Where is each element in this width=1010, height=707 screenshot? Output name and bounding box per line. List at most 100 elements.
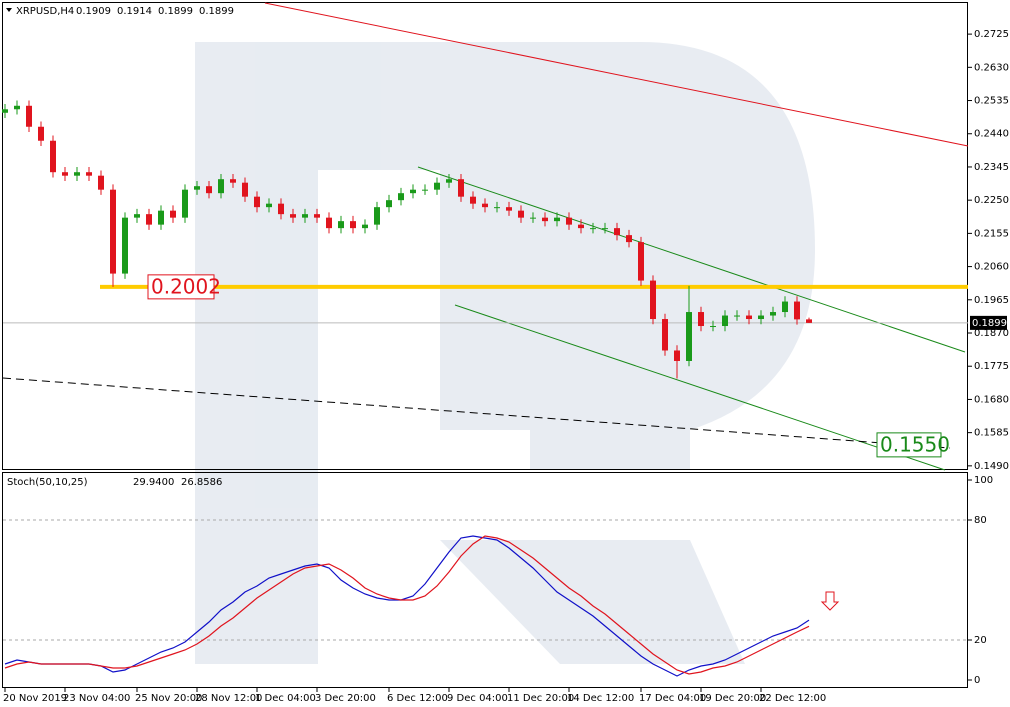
candle-body [470,196,476,204]
candle-body [758,315,764,320]
x-tick-label: 9 Dec 04:00 [447,693,508,704]
dashed-trend [2,377,951,449]
candle-body [806,319,812,323]
header-high: 0.1914 [117,6,152,17]
x-tick-label: 6 Dec 12:00 [387,693,448,704]
y-tick-label: 0.2630 [974,62,1009,73]
candle-body [374,207,380,225]
down-arrow [820,591,840,611]
y-tick-label: 0.2345 [974,162,1009,173]
y-tick-label: 0.1965 [974,295,1009,306]
candle-body [446,179,452,183]
stoch-panel [2,472,968,688]
y-tick-label: 0.2440 [974,129,1009,140]
candle-body [362,224,368,229]
symbol: XRPUSD,H4 [16,6,74,17]
y-tick-label: 0.1585 [974,428,1009,439]
watermark-bar [195,42,318,664]
y-tick-label: 0.2155 [974,228,1009,239]
candle-body [554,217,560,222]
price-box [970,315,1007,330]
candle-body [110,189,116,274]
stoch-main-last: 29.9400 [133,477,174,488]
header-low: 0.1899 [158,6,193,17]
candle-body [458,179,464,197]
candle-body [386,200,392,208]
candle-body [434,182,440,190]
candle-body [146,214,152,225]
y-tick-label: 0.2060 [974,262,1009,273]
candle-body [662,319,668,351]
y-tick-label: 0.2535 [974,96,1009,107]
candle-body [746,315,752,320]
candle-body [26,105,32,127]
candle-body [422,189,428,191]
candle-body [86,172,92,176]
candle-body [14,105,20,110]
support-label: 0.2002 [151,274,221,298]
candle-body [770,312,776,316]
candle-body [254,196,260,208]
candle-body [722,315,728,327]
candle-body [314,214,320,218]
stoch-title: Stoch(50,10,25) [7,477,88,488]
candle-body [578,224,584,229]
y-tick-label: 0.2725 [974,29,1009,40]
candle-body [290,214,296,218]
y-tick-label: 0.1870 [974,328,1009,339]
candle-body [794,301,800,320]
watermark-leg [440,540,745,664]
candle-body [650,280,656,320]
candle-body [602,228,608,230]
candle-body [2,109,8,113]
x-tick-label: 20 Nov 2019 [3,693,67,704]
stoch-signal [4,535,810,675]
header-open: 0.1909 [76,6,111,17]
candle-body [122,217,128,274]
stoch-tick-label: 80 [974,515,987,526]
candle-body [674,350,680,361]
candle-body [614,228,620,236]
target-label: 0.1550 [880,432,950,456]
candle-body [494,207,500,209]
header-close: 0.1899 [199,6,234,17]
candle-body [242,182,248,197]
candle-body [62,172,68,176]
candle-body [686,312,692,361]
symbol-arrow [6,8,12,12]
support-label-box [147,274,215,300]
channel-lower [454,304,946,471]
candle-body [38,126,44,141]
x-tick-label: 23 Nov 04:00 [63,693,130,704]
x-tick-label: 25 Nov 20:00 [135,693,202,704]
candle-body [194,186,200,190]
candle-body [230,179,236,183]
candle-body [590,228,596,230]
candle-body [710,326,716,328]
candle-body [482,203,488,208]
candle-body [278,203,284,215]
channel-upper [417,166,966,353]
candle-body [158,210,164,225]
candle-body [518,210,524,218]
candle-body [98,175,104,190]
y-tick-label: 0.1490 [974,461,1009,472]
candle-body [626,235,632,243]
x-tick-label: 22 Dec 12:00 [759,693,826,704]
stoch-main [4,535,810,677]
candle-body [410,189,416,194]
watermark-bowl [318,42,815,470]
candle-body [338,221,344,229]
candle-body [218,179,224,194]
x-tick-label: 17 Dec 04:00 [639,693,706,704]
x-tick-label: 14 Dec 12:00 [567,693,634,704]
candle-body [170,210,176,218]
stoch-signal-last: 26.8586 [181,477,222,488]
candle-body [50,140,56,173]
target-label-box [876,432,942,458]
trend-line-red [264,2,969,147]
candle-body [566,217,572,225]
candle-body [398,193,404,201]
stoch-tick-label: 100 [974,475,993,486]
candle-body [734,315,740,317]
